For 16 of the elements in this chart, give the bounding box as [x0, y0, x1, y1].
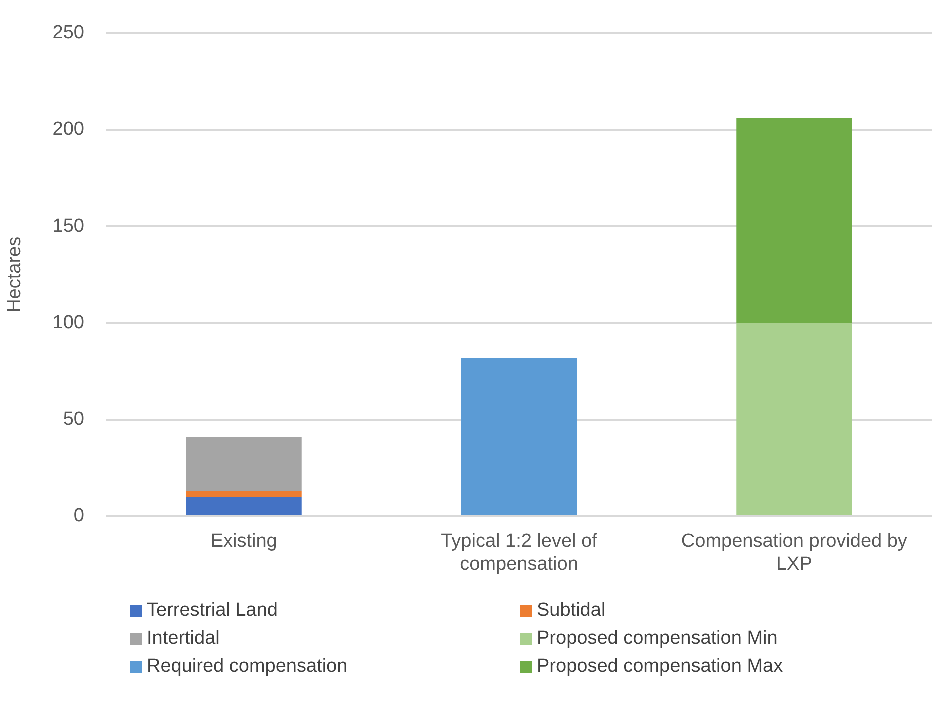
legend-label: Subtidal — [537, 600, 606, 622]
y-tick-label: 0 — [74, 506, 84, 527]
legend-label: Required compensation — [147, 656, 348, 678]
y-tick-label: 100 — [52, 312, 84, 334]
x-tick-label: Typical 1:2 level of compensation — [441, 531, 598, 575]
legend-label: Intertidal — [147, 628, 220, 650]
y-tick-label: 50 — [63, 409, 84, 430]
y-tick-label: 250 — [52, 22, 84, 44]
y-tick-label: 150 — [52, 216, 84, 237]
x-tick-label: Compensation provided by LXP — [681, 531, 908, 575]
legend-label: Proposed compensation Min — [537, 628, 778, 650]
legend-label: Terrestrial Land — [147, 600, 278, 622]
x-tick-label: Existing — [210, 531, 278, 552]
legend-label: Proposed compensation Max — [537, 656, 784, 678]
y-axis-title: Hectares — [4, 236, 26, 313]
y-tick-label: 200 — [52, 119, 84, 140]
